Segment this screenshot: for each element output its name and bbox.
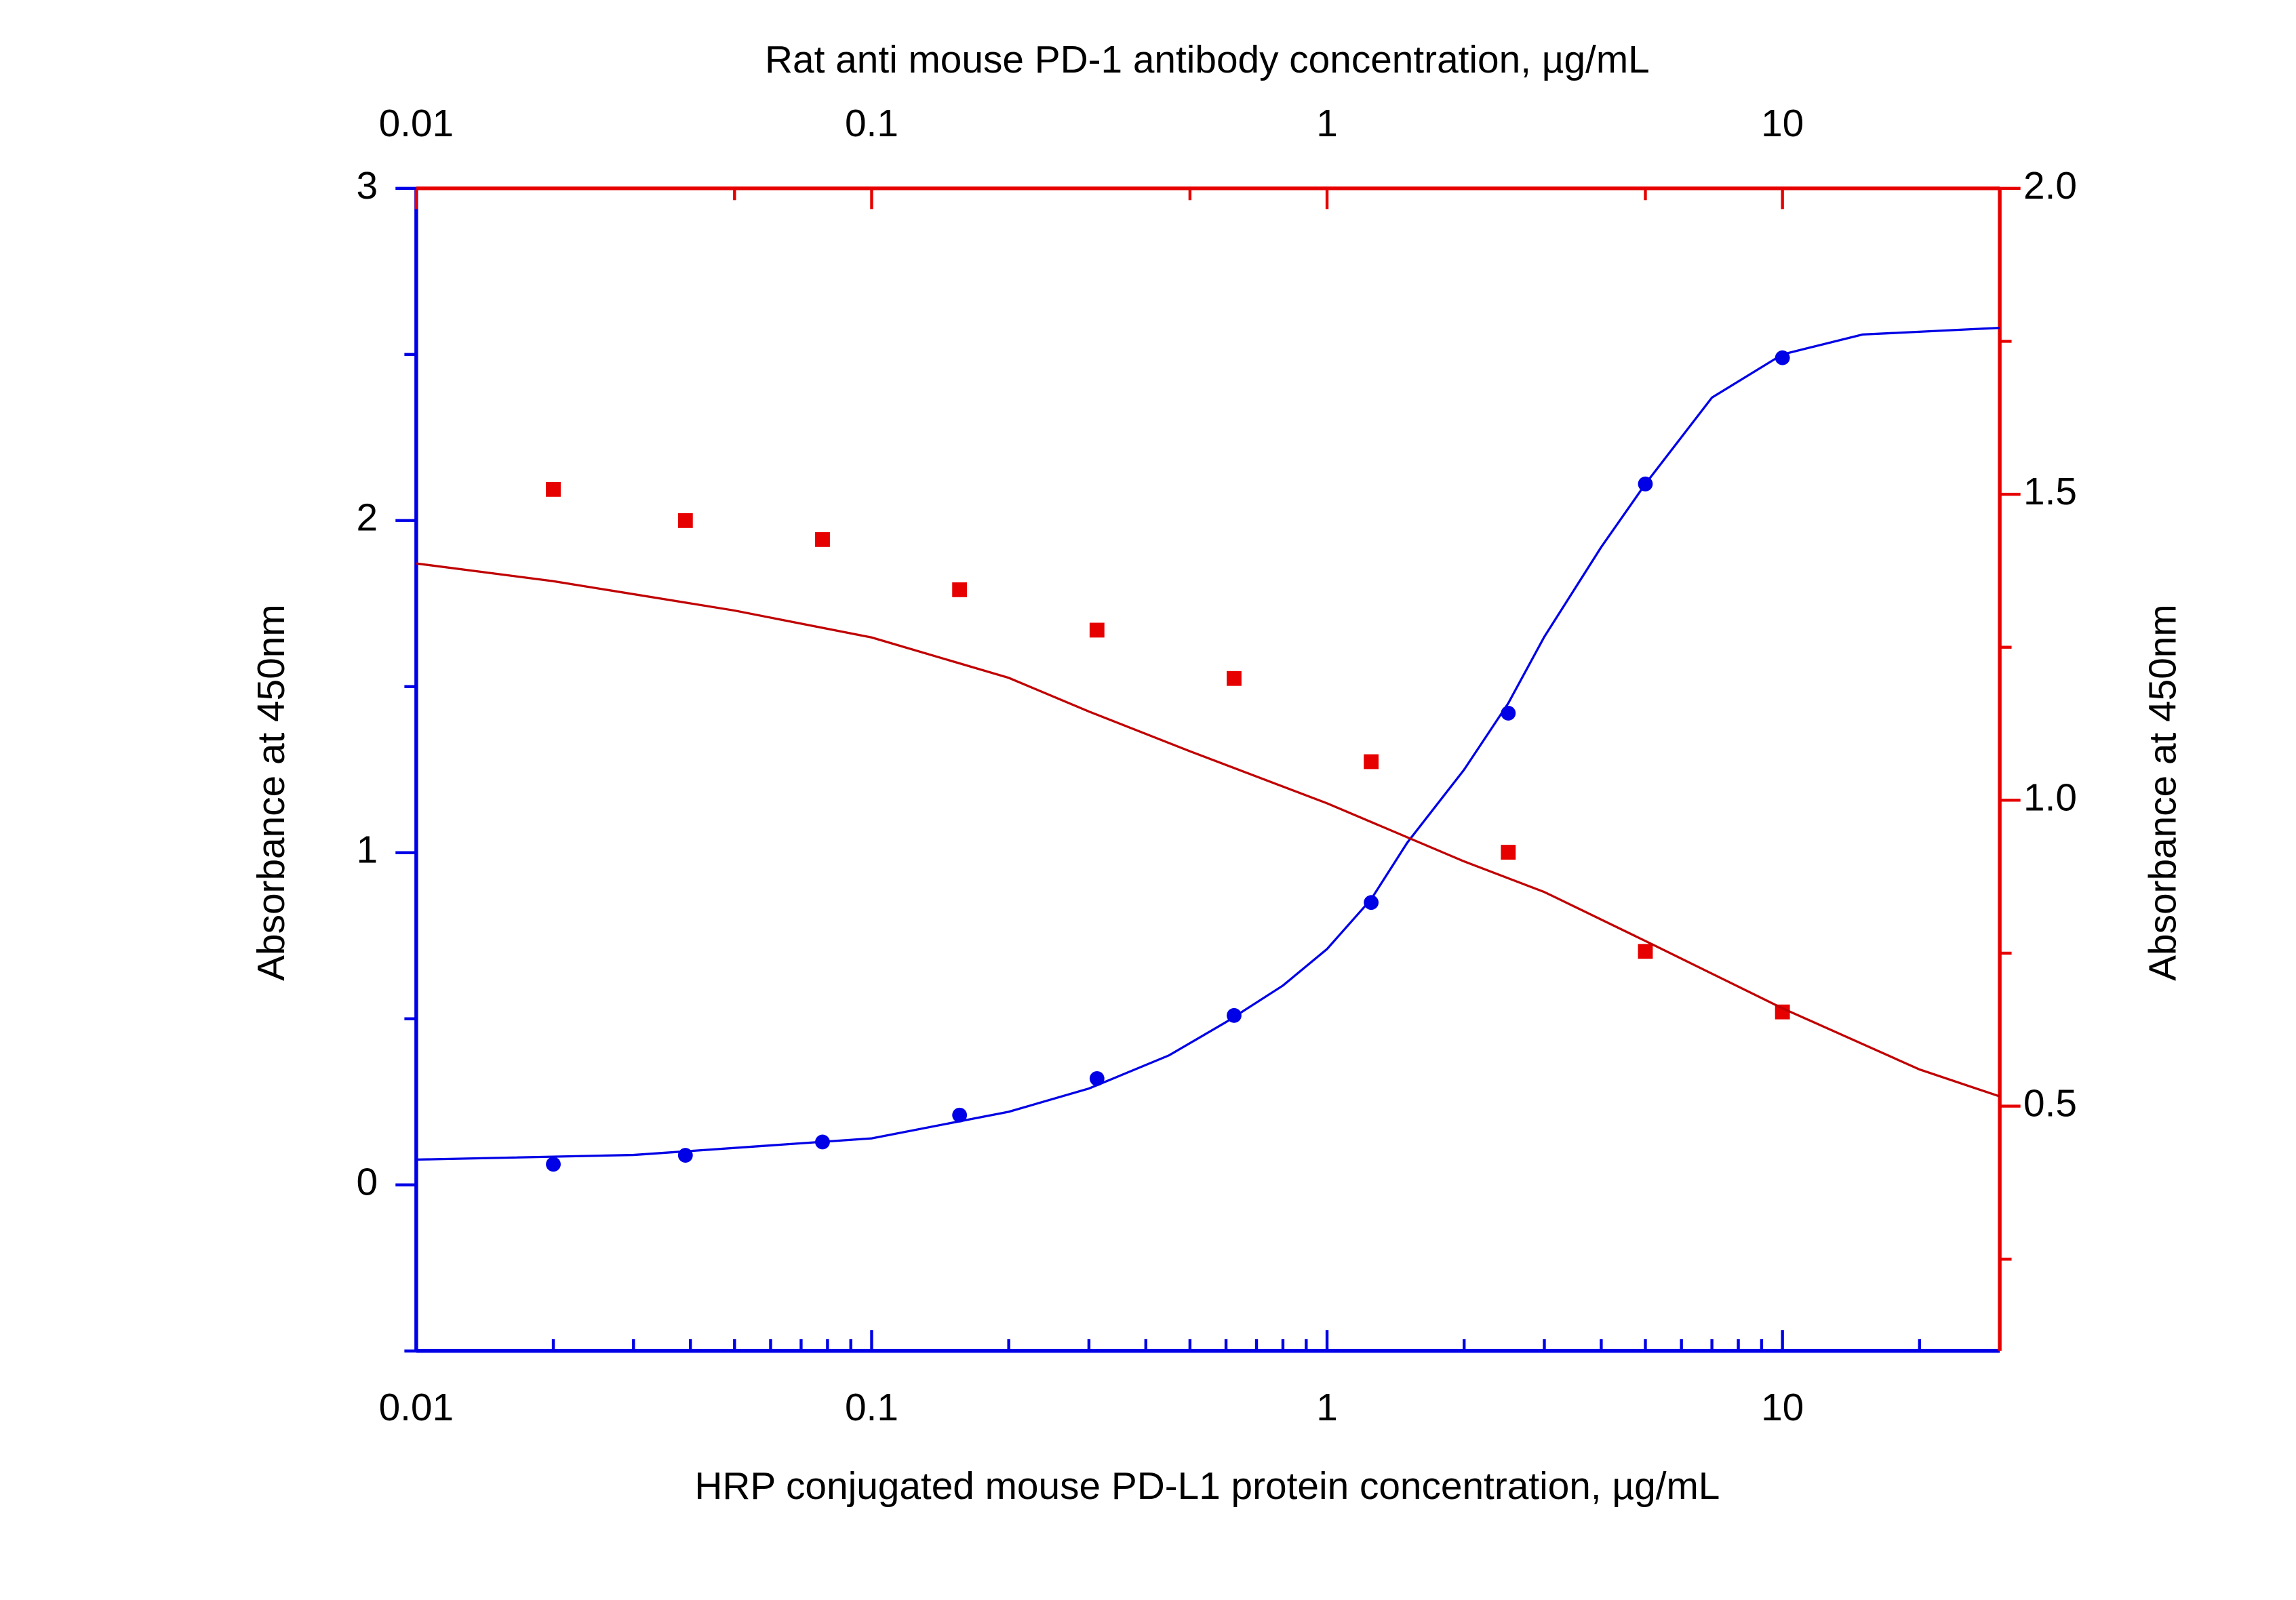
data-point — [546, 481, 561, 497]
x-tick-label: 10 — [1761, 1386, 1804, 1429]
y2-axis-label: Absorbance at 450nm — [2142, 604, 2185, 981]
y2-tick-label: 1.0 — [2023, 776, 2077, 819]
data-point — [1501, 845, 1516, 860]
data-point — [546, 1157, 561, 1172]
x-tick-label: 0.01 — [379, 1386, 454, 1429]
x-axis-label: HRP conjugated mouse PD-L1 protein conce… — [694, 1465, 1720, 1508]
data-point — [815, 532, 830, 547]
y-tick-label: 3 — [356, 165, 378, 207]
y-tick-label: 2 — [356, 497, 378, 540]
x2-tick-label: 0.01 — [379, 102, 454, 145]
data-point — [952, 582, 968, 597]
y-tick-label: 0 — [356, 1161, 378, 1204]
x2-tick-label: 10 — [1761, 102, 1804, 145]
data-point — [677, 513, 693, 528]
fit-curve — [416, 562, 2000, 1098]
y2-tick-label: 2.0 — [2023, 165, 2077, 207]
x2-tick-label: 1 — [1316, 102, 1338, 145]
data-point — [1775, 1004, 1790, 1020]
y-tick-label: 1 — [356, 829, 378, 872]
x2-tick-label: 0.1 — [845, 102, 898, 145]
data-point — [1089, 1071, 1105, 1086]
y-axis-label: Absorbance at 450nm — [250, 604, 293, 981]
x-tick-label: 0.1 — [845, 1386, 898, 1429]
data-point — [952, 1107, 968, 1123]
x-tick-label: 1 — [1316, 1386, 1338, 1429]
data-point — [1089, 622, 1105, 638]
x2-axis-label: Rat anti mouse PD-1 antibody concentrati… — [765, 39, 1650, 81]
data-point — [1227, 671, 1242, 686]
data-point — [1364, 754, 1379, 769]
data-point — [1364, 895, 1379, 911]
y2-tick-label: 0.5 — [2023, 1083, 2077, 1125]
y2-tick-label: 1.5 — [2023, 471, 2077, 513]
data-point — [1501, 706, 1516, 721]
data-point — [1638, 944, 1653, 959]
fit-curve — [416, 326, 2000, 1161]
